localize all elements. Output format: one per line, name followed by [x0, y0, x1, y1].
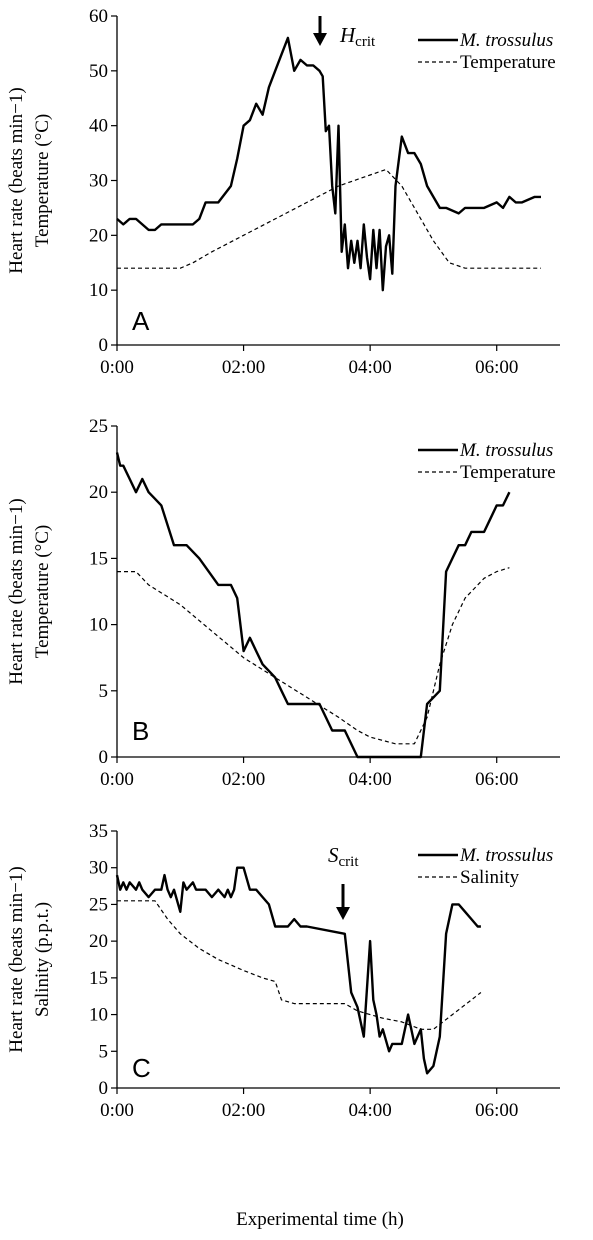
y-tick-label: 30 [89, 171, 108, 192]
y-tick-label: 20 [89, 931, 108, 952]
y-tick-label: 20 [89, 482, 108, 503]
y-tick-label: 25 [89, 416, 108, 437]
x-tick-label: 0:00 [100, 357, 134, 378]
y-tick-label: 40 [89, 116, 108, 137]
panel-letter: A [132, 306, 150, 336]
critical-arrow-head [313, 33, 327, 46]
y-axis-label-primary: Heart rate (beats min−1) [6, 87, 27, 273]
y-tick-label: 5 [99, 681, 109, 702]
y-tick-label: 5 [99, 1041, 109, 1062]
panel-letter: C [132, 1053, 151, 1083]
environment-line [117, 168, 541, 269]
y-tick-label: 60 [89, 6, 108, 27]
x-tick-label: 02:00 [222, 769, 265, 790]
x-tick-label: 06:00 [475, 769, 518, 790]
x-tick-label: 04:00 [349, 1100, 392, 1121]
legend-label: M. trossulus [459, 845, 553, 866]
legend-label: M. trossulus [459, 440, 553, 461]
x-tick-label: 06:00 [475, 1100, 518, 1121]
y-axis-label-secondary: Temperature (°C) [32, 114, 53, 247]
y-tick-label: 0 [99, 1078, 109, 1099]
y-axis-label-primary: Heart rate (beats min−1) [6, 498, 27, 684]
y-tick-label: 25 [89, 894, 108, 915]
x-tick-label: 02:00 [222, 357, 265, 378]
y-tick-label: 10 [89, 1005, 108, 1026]
y-tick-label: 15 [89, 968, 108, 989]
legend-label: Salinity [460, 867, 520, 888]
y-axis-label-secondary: Salinity (p.p.t.) [32, 902, 53, 1017]
y-tick-label: 15 [89, 548, 108, 569]
heart-rate-line [116, 36, 541, 292]
y-axis-label-secondary: Temperature (°C) [32, 525, 53, 658]
environment-line [117, 567, 510, 745]
y-tick-label: 10 [89, 280, 108, 301]
x-tick-label: 04:00 [349, 769, 392, 790]
y-tick-label: 50 [89, 61, 108, 82]
y-tick-label: 20 [89, 225, 108, 246]
x-axis-title: Experimental time (h) [236, 1209, 404, 1230]
heart-rate-line [115, 866, 481, 1075]
x-tick-label: 04:00 [349, 357, 392, 378]
x-tick-label: 02:00 [222, 1100, 265, 1121]
y-tick-label: 35 [89, 821, 108, 842]
critical-marker-label: Hcrit [339, 23, 376, 50]
y-axis-label-primary: Heart rate (beats min−1) [6, 866, 27, 1052]
environment-line [117, 900, 482, 1030]
panel-letter: B [132, 716, 149, 746]
x-tick-label: 06:00 [475, 357, 518, 378]
x-tick-label: 0:00 [100, 1100, 134, 1121]
panel-c: 0 5 10 15 20 25 30 35 0:00 02:00 04:00 06:00 Heart r… [6, 821, 560, 1121]
y-tick-label: 0 [99, 335, 109, 356]
y-tick-label: 0 [99, 747, 109, 768]
y-tick-label: 10 [89, 615, 108, 636]
critical-marker-label: Scrit [328, 843, 359, 870]
panel-b: 0 5 10 15 20 25 0:00 02:00 04:00 06:00 Heart rate … [6, 416, 560, 790]
heart-rate-line [115, 452, 511, 759]
x-tick-label: 0:00 [100, 769, 134, 790]
legend-label: Temperature [460, 462, 556, 483]
legend-label: M. trossulus [459, 30, 553, 51]
critical-arrow-head [336, 907, 350, 920]
y-tick-label: 30 [89, 858, 108, 879]
panel-a: 0 10 20 30 40 50 60 0:00 02:00 04:00 06:00 Heart ra… [6, 6, 560, 378]
legend-label: Temperature [460, 52, 556, 73]
